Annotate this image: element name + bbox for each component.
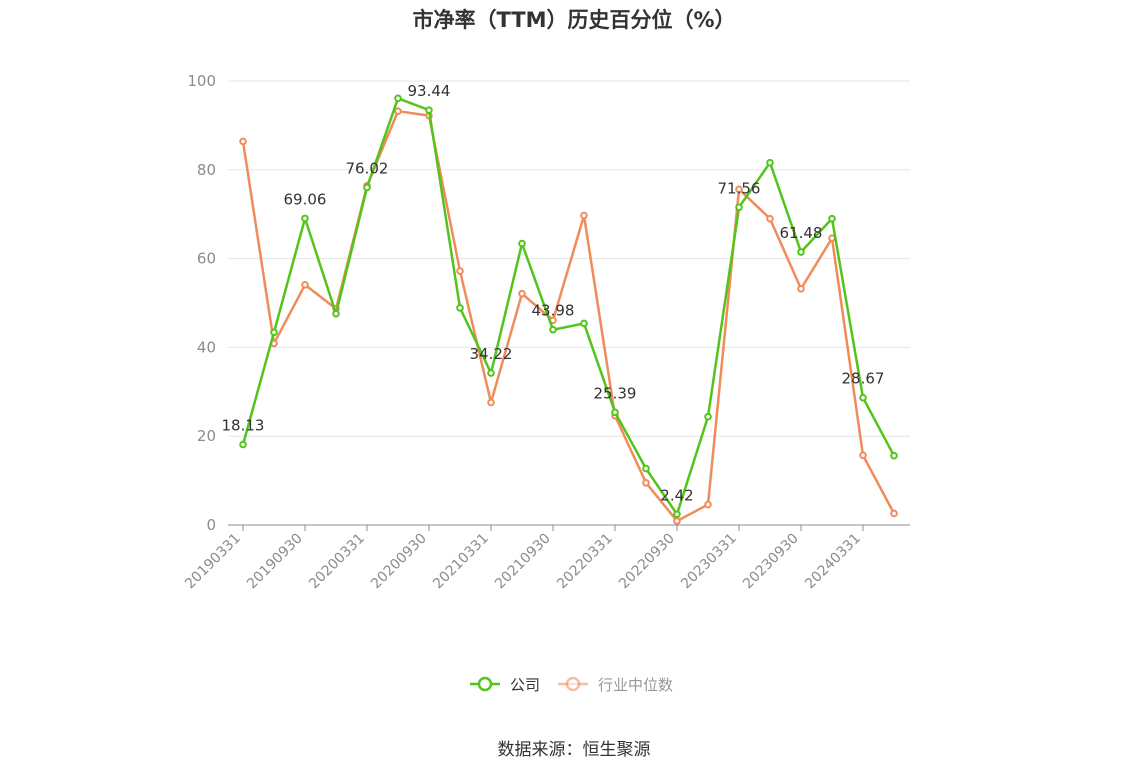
legend-industry-marker — [565, 676, 581, 692]
company-line — [241, 97, 896, 516]
data-label: 71.56 — [718, 179, 761, 197]
y-tick-label: 20 — [197, 427, 216, 445]
data-label: 76.02 — [346, 159, 389, 177]
x-tick-label: 20220930 — [616, 531, 678, 593]
company-point — [301, 214, 309, 223]
company-point — [797, 248, 805, 256]
data-label: 25.39 — [594, 384, 637, 402]
legend-industry-label: 行业中位数 — [598, 676, 673, 694]
series-layer — [239, 94, 898, 525]
x-tick-label: 20220331 — [554, 531, 616, 593]
industry-point — [518, 289, 526, 298]
chart-title: 市净率（TTM）历史百分位（%） — [412, 8, 736, 32]
company-point — [456, 304, 464, 312]
x-tick-label: 20190930 — [244, 531, 306, 593]
gridlines — [228, 80, 910, 437]
company-point — [859, 393, 867, 402]
industry-point — [797, 284, 805, 293]
legend-company-label: 公司 — [510, 676, 540, 694]
y-tick-label: 80 — [197, 161, 216, 179]
industry-point — [642, 479, 650, 487]
company-point — [239, 440, 247, 449]
company-point — [394, 94, 402, 103]
company-point — [735, 203, 743, 212]
data-label: 61.48 — [780, 224, 823, 242]
company-point — [549, 325, 557, 334]
y-tick-label: 40 — [197, 338, 216, 356]
industry-point — [766, 214, 774, 223]
x-tick-label: 20240331 — [802, 531, 864, 593]
legend-company-marker — [477, 676, 493, 692]
legend-item-industry[interactable]: 行业中位数 — [558, 676, 673, 694]
industry-point — [456, 267, 464, 275]
legend[interactable]: 公司 行业中位数 — [470, 676, 673, 694]
data-label: 69.06 — [284, 190, 327, 208]
industry-point — [580, 211, 588, 220]
data-label: 43.98 — [532, 302, 575, 320]
data-label: 28.67 — [842, 370, 885, 388]
industry-point — [239, 137, 247, 146]
company-point — [363, 183, 371, 192]
company-point — [766, 158, 774, 167]
y-tick-label: 0 — [206, 516, 216, 534]
company-point — [673, 510, 681, 519]
y-tick-label: 100 — [187, 72, 216, 90]
x-axis: 20190331 20190930 20200331 20200930 20210331… — [182, 524, 910, 593]
company-point — [828, 214, 836, 223]
company-point — [890, 451, 898, 460]
y-tick-label: 60 — [197, 250, 216, 268]
x-tick-label: 20230930 — [740, 531, 802, 593]
industry-point — [735, 185, 743, 194]
company-point — [487, 369, 495, 377]
x-tick-label: 20230331 — [678, 531, 740, 593]
x-tick-label: 20190331 — [182, 531, 244, 593]
company-point — [642, 464, 650, 473]
y-axis-ticks: 0 20 40 60 80 100 — [187, 72, 216, 534]
data-labels: 18.13 69.06 76.02 93.44 34.22 43.98 25.39 2.42 7… — [222, 82, 885, 504]
data-label: 34.22 — [470, 345, 513, 363]
industry-point — [704, 500, 712, 509]
company-point — [580, 319, 588, 328]
industry-point — [301, 280, 309, 289]
industry-point — [673, 517, 681, 525]
industry-point — [394, 107, 402, 115]
company-point — [518, 239, 526, 248]
data-label: 2.42 — [660, 486, 693, 504]
series-company — [239, 94, 898, 519]
x-tick-label: 20210930 — [492, 531, 554, 593]
x-tick-label: 20200930 — [368, 531, 430, 593]
data-label: 18.13 — [222, 417, 265, 435]
industry-point — [859, 451, 867, 460]
legend-item-company[interactable]: 公司 — [470, 676, 540, 694]
source-note: 数据来源：恒生聚源 — [497, 740, 651, 760]
company-point — [611, 408, 619, 417]
company-point — [704, 412, 712, 421]
x-tick-label: 20200331 — [306, 531, 368, 593]
industry-point — [890, 509, 898, 518]
company-point — [270, 328, 278, 337]
company-point — [425, 106, 433, 114]
data-label: 93.44 — [408, 82, 451, 100]
company-point — [332, 309, 340, 318]
industry-point — [487, 398, 495, 407]
x-tick-label: 20210331 — [430, 531, 492, 593]
